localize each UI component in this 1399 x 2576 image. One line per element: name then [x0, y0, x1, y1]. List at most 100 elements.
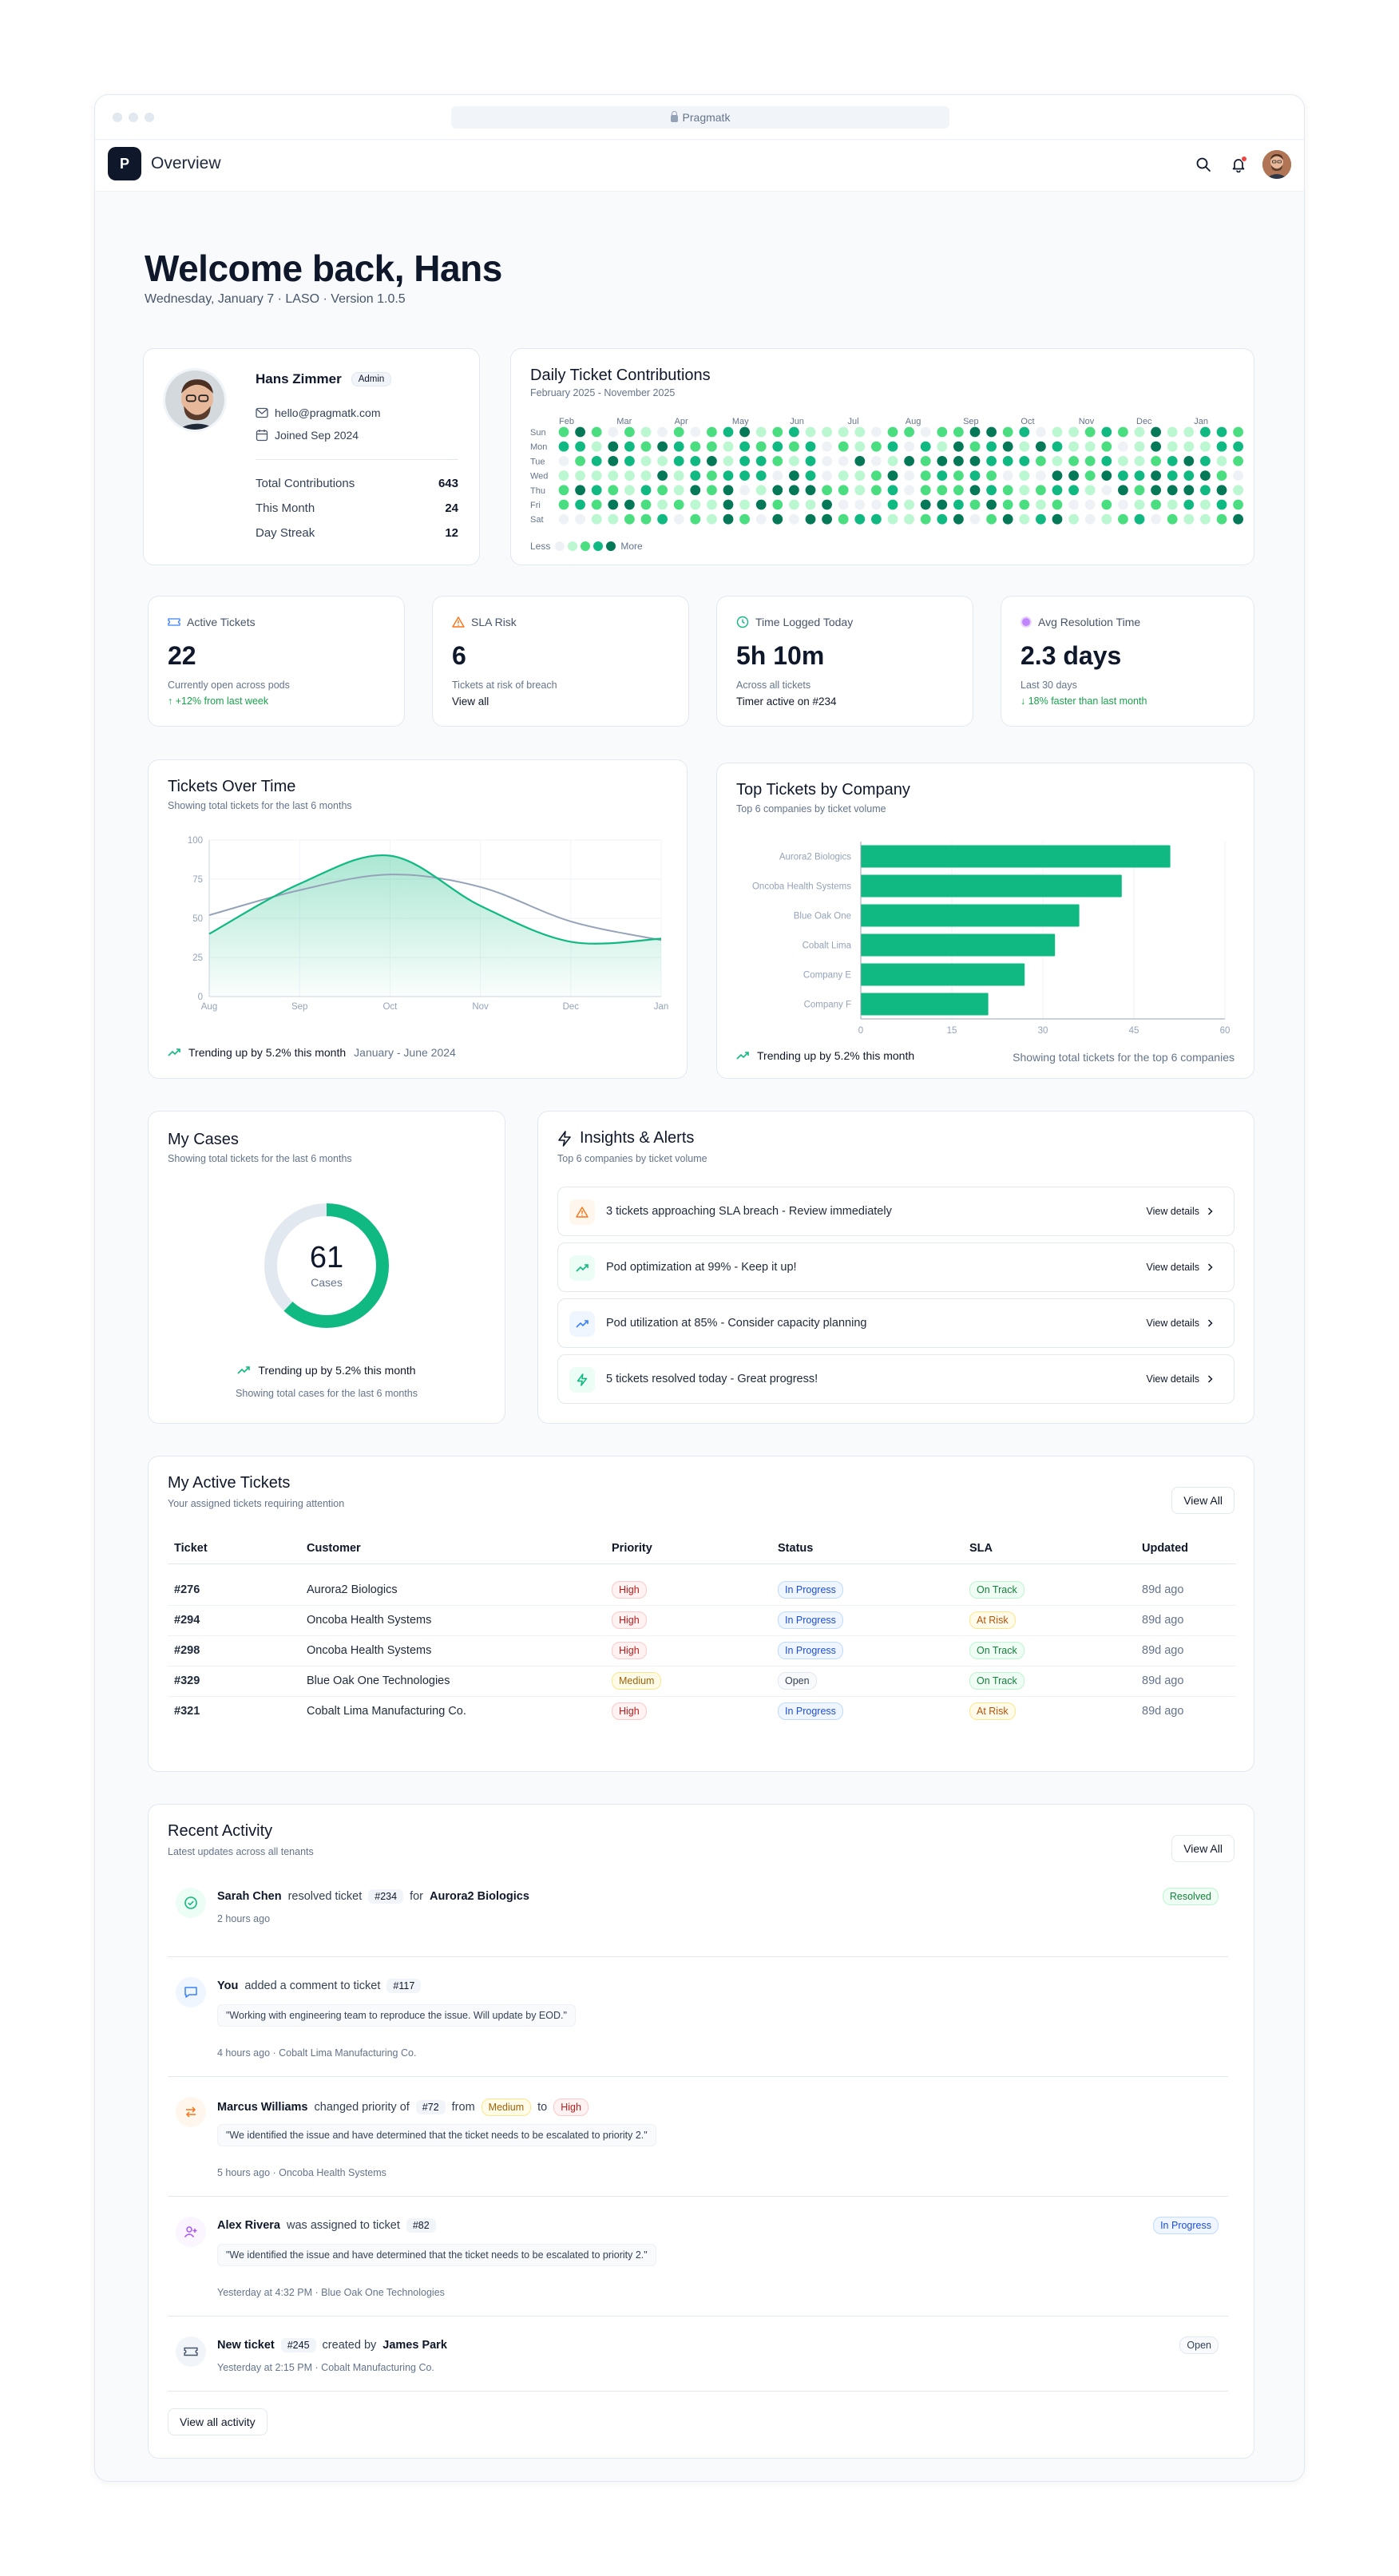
activity-item[interactable]: Sarah Chen resolved ticket #234 for Aurora2 … [168, 1884, 1228, 1940]
view-all-activity-button[interactable]: View All [1171, 1835, 1235, 1862]
heatmap-cell [657, 456, 668, 466]
heatmap-cell [822, 441, 832, 452]
ticket-chip[interactable]: #245 [280, 2338, 316, 2352]
heatmap-cell [1036, 426, 1046, 438]
cases-label: Cases [311, 1276, 343, 1289]
activity-item[interactable]: Alex Rivera was assigned to ticket #82 "We… [168, 2213, 1228, 2301]
chart-note: Showing total tickets for the top 6 comp… [1013, 1051, 1235, 1064]
activity-item[interactable]: New ticket #245 created by James Park Yeste… [168, 2333, 1228, 2384]
month-label: Nov [1079, 417, 1095, 426]
ticket-chip[interactable]: #82 [406, 2218, 436, 2233]
heatmap-cell [640, 470, 652, 481]
alert-item[interactable]: 3 tickets approaching SLA breach - Revie… [557, 1187, 1235, 1236]
stat-value: 5h 10m [736, 641, 825, 670]
ticket-id[interactable]: #298 [168, 1635, 300, 1666]
heatmap-cell [673, 456, 684, 466]
heatmap-cell [1002, 426, 1013, 438]
heatmap-cell [608, 499, 619, 510]
app-logo[interactable]: P [108, 147, 141, 180]
category-label: Company F [804, 1001, 851, 1010]
ticket-chip[interactable]: #117 [386, 1979, 422, 1993]
minimize-dot[interactable] [129, 113, 138, 122]
heatmap-cell [558, 485, 569, 496]
table-row[interactable]: #298 Oncoba Health Systems High In Progr… [168, 1635, 1236, 1666]
heatmap-cell [805, 426, 816, 438]
column-header[interactable]: Customer [300, 1533, 605, 1564]
activity-meta: Yesterday at 2:15 PM · Cobalt Manufactur… [217, 2362, 434, 2373]
stat-card-avg-resolution[interactable]: Avg Resolution Time 2.3 days Last 30 day… [1001, 596, 1254, 727]
column-header[interactable]: SLA [963, 1533, 1135, 1564]
close-dot[interactable] [113, 113, 122, 122]
stat-card-time-logged[interactable]: Time Logged Today 5h 10m Across all tick… [716, 596, 973, 727]
heatmap-cell [690, 499, 701, 510]
month-label: Feb [559, 417, 574, 426]
heatmap-cell [739, 470, 750, 481]
view-all-link[interactable]: View all [452, 696, 489, 707]
url-bar[interactable]: Pragmatk [451, 106, 949, 129]
activity-item[interactable]: Marcus Williams changed priority of #72 fro… [168, 2094, 1228, 2182]
activity-meta: Yesterday at 4:32 PM · Blue Oak One Tech… [217, 2287, 445, 2298]
column-header[interactable]: Status [771, 1533, 963, 1564]
target[interactable]: James Park [382, 2339, 447, 2352]
heatmap-cell [871, 470, 882, 481]
table-row[interactable]: #276 Aurora2 Biologics High In Progress … [168, 1575, 1236, 1606]
heatmap-cell [1068, 513, 1079, 525]
heatmap-cell [1084, 426, 1096, 438]
alert-item[interactable]: 5 tickets resolved today - Great progres… [557, 1354, 1235, 1404]
user-avatar[interactable] [1262, 150, 1291, 179]
heatmap-cell [871, 426, 882, 438]
actor[interactable]: You [217, 1980, 239, 1992]
view-details-link[interactable]: View details [1147, 1318, 1213, 1329]
view-details-link[interactable]: View details [1147, 1373, 1213, 1385]
heatmap-cell [1019, 456, 1030, 466]
heatmap-cell [887, 441, 898, 452]
column-header[interactable]: Updated [1135, 1533, 1236, 1564]
heatmap-cell [937, 485, 948, 496]
heatmap-cell [575, 513, 585, 525]
view-all-tickets-button[interactable]: View All [1171, 1487, 1235, 1514]
heatmap-cell [690, 456, 701, 466]
heatmap-cell [657, 485, 668, 496]
heatmap-cell [1118, 499, 1128, 510]
heatmap-cell [904, 456, 914, 466]
timer-status[interactable]: Timer active on #234 [736, 696, 837, 707]
month-label: Mar [616, 417, 632, 426]
ticket-chip[interactable]: #234 [368, 1889, 404, 1904]
search-button[interactable] [1192, 153, 1215, 176]
table-row[interactable] [168, 1563, 1236, 1575]
ticket-id[interactable]: #321 [174, 1705, 200, 1718]
ticket-id[interactable]: #294 [168, 1605, 300, 1636]
profile-email[interactable]: hello@pragmatk.com [275, 406, 381, 419]
view-details-link[interactable]: View details [1147, 1262, 1213, 1273]
notifications-button[interactable] [1227, 153, 1250, 176]
ticket-chip[interactable]: #72 [415, 2100, 446, 2114]
heatmap-cell [723, 456, 734, 466]
stat-card-active-tickets[interactable]: Active Tickets 22 Currently open across … [148, 596, 405, 727]
actor[interactable]: Marcus Williams [217, 2101, 308, 2114]
maximize-dot[interactable] [145, 113, 154, 122]
view-details-link[interactable]: View details [1147, 1206, 1213, 1217]
heatmap-cell [805, 485, 816, 496]
status-badge: In Progress [778, 1611, 843, 1629]
table-row[interactable]: #321 Cobalt Lima Manufacturing Co. High … [168, 1696, 1236, 1726]
activity-item[interactable]: You added a comment to ticket #117 "Workin… [168, 1974, 1228, 2062]
target[interactable]: Aurora2 Biologics [430, 1890, 529, 1903]
actor[interactable]: Sarah Chen [217, 1890, 282, 1903]
heatmap-cell [657, 470, 668, 481]
stat-card-sla-risk[interactable]: SLA Risk 6 Tickets at risk of breach Vie… [432, 596, 689, 727]
ticket-id[interactable]: #329 [168, 1666, 300, 1697]
alert-item[interactable]: Pod utilization at 85% - Consider capaci… [557, 1298, 1235, 1348]
heatmap-cell [871, 485, 882, 496]
column-header[interactable]: Ticket [168, 1533, 300, 1564]
column-header[interactable]: Priority [605, 1533, 771, 1564]
heatmap-cell [969, 470, 981, 481]
table-row[interactable]: #329 Blue Oak One Technologies Medium Op… [168, 1666, 1236, 1697]
action-text: resolved ticket [287, 1890, 363, 1903]
view-all-activity-footer-button[interactable]: View all activity [168, 2408, 268, 2435]
alert-item[interactable]: Pod optimization at 99% - Keep it up! Vi… [557, 1242, 1235, 1292]
table-row[interactable]: #294 Oncoba Health Systems High In Progr… [168, 1605, 1236, 1636]
actor[interactable]: Alex Rivera [217, 2219, 280, 2232]
status-badge: In Progress [778, 1702, 843, 1721]
ticket-id[interactable]: #276 [168, 1575, 300, 1606]
x-tick-label: Oct [382, 1002, 398, 1012]
